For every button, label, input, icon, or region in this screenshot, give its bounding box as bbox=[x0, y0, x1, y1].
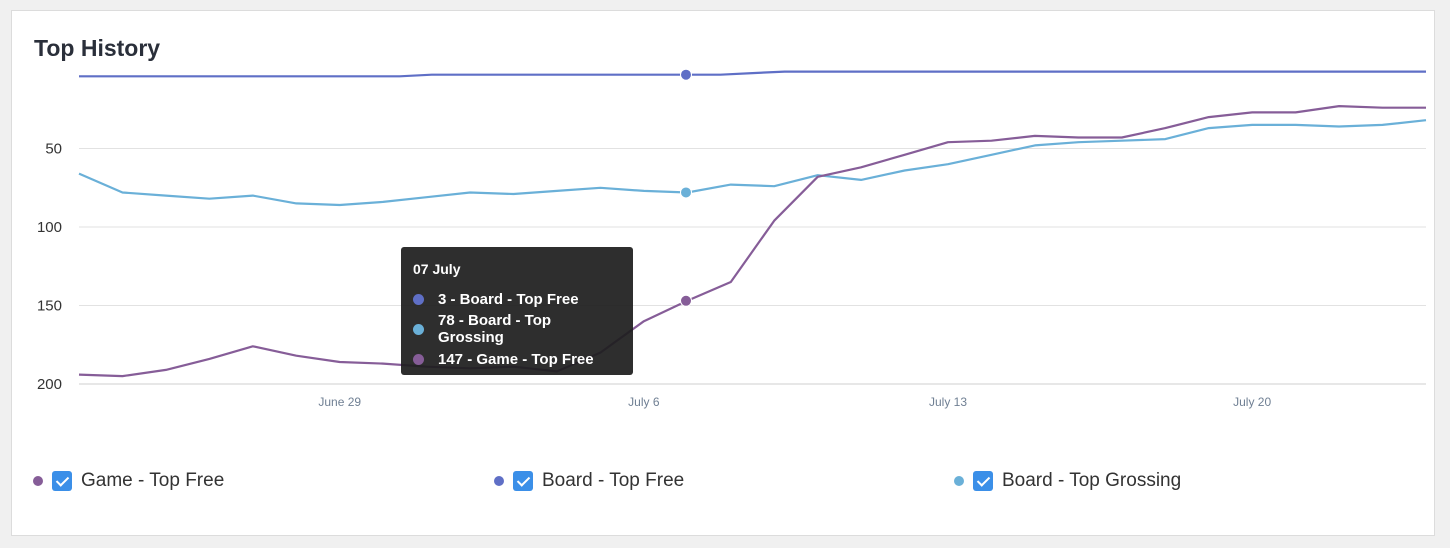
legend-checkbox-board-top-grossing[interactable] bbox=[973, 471, 993, 491]
x-tick-label: June 29 bbox=[318, 395, 361, 409]
y-tick-label: 50 bbox=[45, 141, 62, 158]
hover-point-game-top-free bbox=[680, 294, 692, 307]
legend-dot-board-top-grossing bbox=[954, 476, 964, 486]
series-line-board-top-free bbox=[79, 70, 1426, 78]
y-tick-label: 150 bbox=[37, 298, 62, 315]
hover-point-board-top-free bbox=[680, 68, 692, 81]
chart-tooltip: 07 July 3 - Board - Top Free 78 - Board … bbox=[401, 247, 633, 375]
tooltip-row-label: 147 - Game - Top Free bbox=[438, 350, 594, 368]
x-tick-label: July 6 bbox=[628, 395, 660, 409]
chart-panel: Top History bbox=[11, 10, 1435, 536]
x-tick-label: July 20 bbox=[1233, 395, 1271, 409]
legend-item-board-top-free[interactable]: Board - Top Free bbox=[494, 470, 684, 492]
y-tick-label: 200 bbox=[37, 376, 62, 393]
x-tick-label: July 13 bbox=[929, 395, 967, 409]
legend-checkbox-game-top-free[interactable] bbox=[52, 471, 72, 491]
chart-title: Top History bbox=[34, 35, 161, 61]
tooltip-title: 07 July bbox=[413, 261, 461, 277]
legend-item-game-top-free[interactable]: Game - Top Free bbox=[33, 470, 224, 492]
tooltip-row-board-top-grossing: 78 - Board - Top Grossing bbox=[413, 312, 621, 346]
tooltip-dot-board-top-free bbox=[413, 293, 424, 305]
tooltip-row-game-top-free: 147 - Game - Top Free bbox=[413, 344, 621, 374]
hover-point-board-top-grossing bbox=[680, 186, 692, 199]
y-tick-label: 100 bbox=[37, 219, 62, 236]
legend-label: Board - Top Grossing bbox=[1002, 470, 1182, 491]
legend-label: Board - Top Free bbox=[542, 470, 685, 491]
tooltip-dot-game-top-free bbox=[413, 353, 424, 365]
tooltip-row-board-top-free: 3 - Board - Top Free bbox=[413, 284, 621, 314]
tooltip-row-label: 3 - Board - Top Free bbox=[438, 290, 579, 308]
tooltip-row-label: 78 - Board - Top Grossing bbox=[438, 312, 552, 346]
legend-checkbox-board-top-free[interactable] bbox=[513, 471, 533, 491]
legend-dot-board-top-free bbox=[494, 476, 504, 486]
series-line-game-top-free bbox=[78, 104, 1426, 378]
series-line-board-top-grossing bbox=[78, 119, 1427, 207]
tooltip-dot-board-top-grossing bbox=[413, 323, 424, 335]
legend-dot-game-top-free bbox=[33, 476, 43, 486]
legend-item-board-top-grossing[interactable]: Board - Top Grossing bbox=[954, 470, 1181, 492]
legend-label: Game - Top Free bbox=[81, 470, 225, 491]
